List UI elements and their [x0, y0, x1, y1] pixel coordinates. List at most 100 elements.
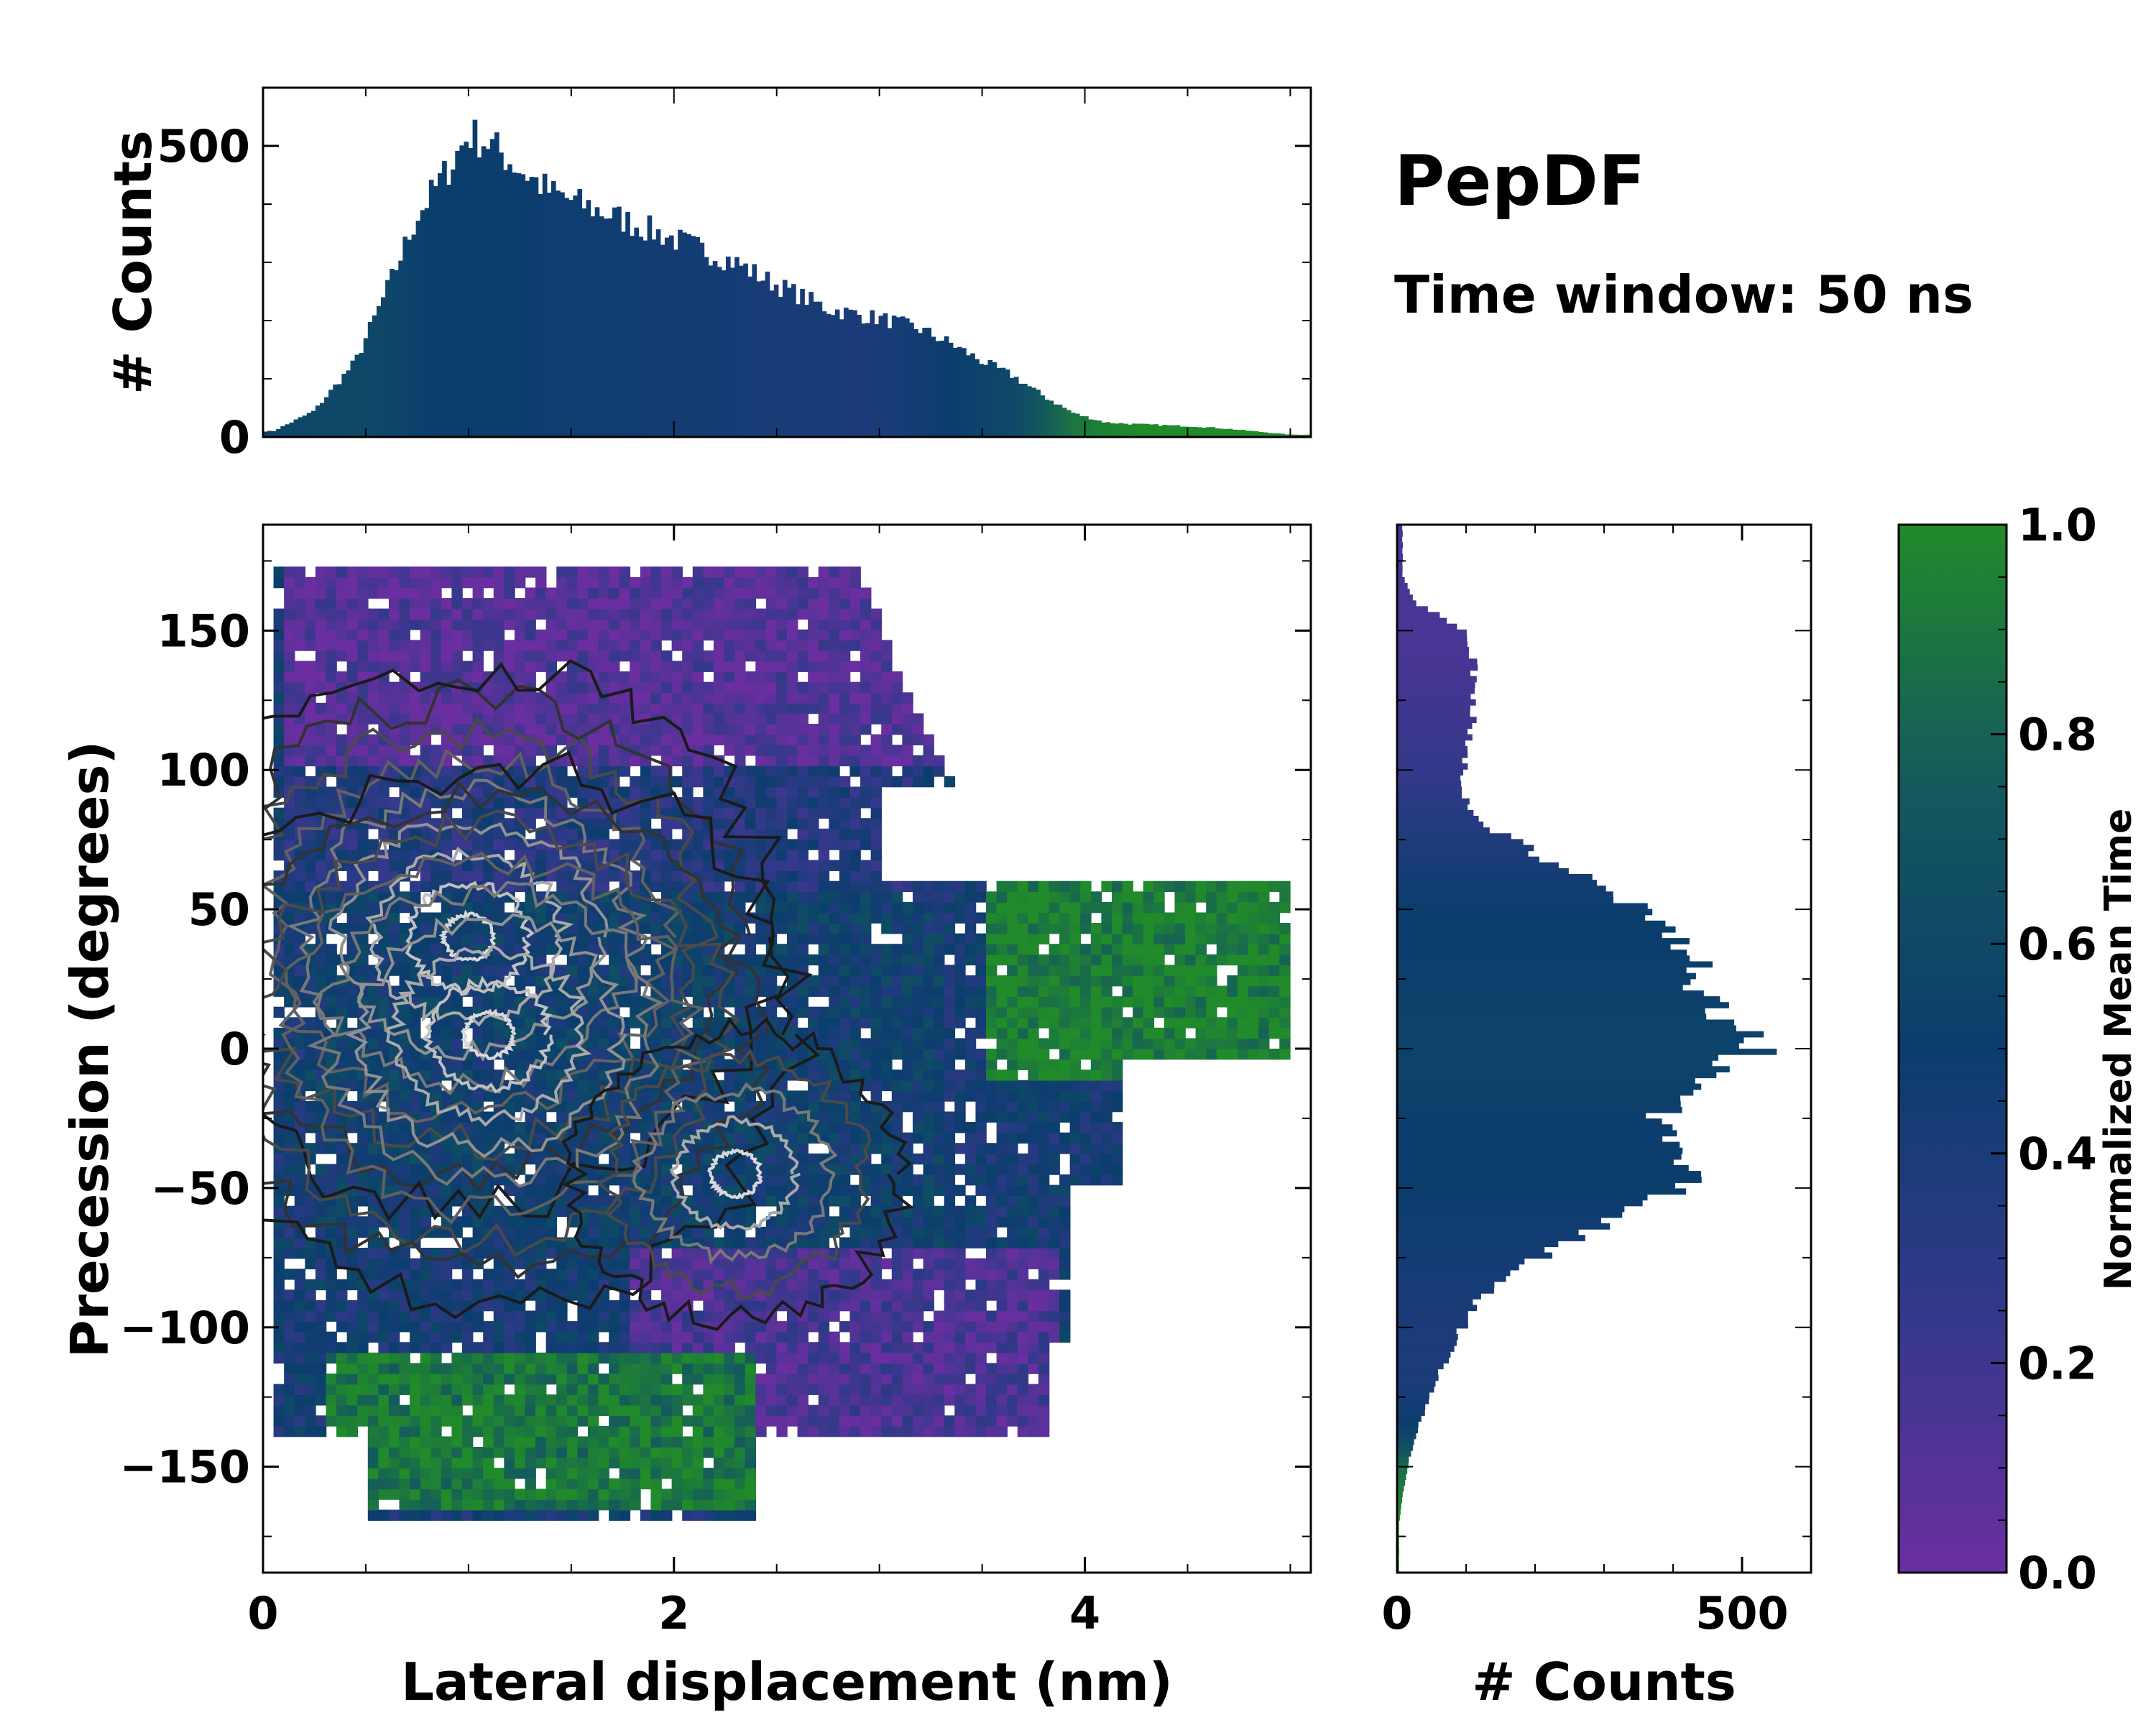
heatmap-cell [661, 880, 673, 893]
heatmap-cell [367, 1499, 379, 1511]
top-ytick-label: 500 [157, 120, 250, 172]
heatmap-cell [388, 1404, 400, 1417]
heatmap-cell [514, 1153, 526, 1165]
heatmap-cell [367, 1436, 379, 1448]
heatmap-cell [797, 587, 808, 599]
heatmap-cell [724, 1226, 735, 1238]
heatmap-cell [640, 692, 652, 704]
heatmap-cell [357, 1342, 369, 1353]
heatmap-cell [682, 1478, 694, 1490]
heatmap-cell [734, 1310, 746, 1322]
heatmap-cell [525, 1425, 536, 1438]
heatmap-cell [420, 1415, 432, 1427]
heatmap-cell [787, 1394, 798, 1406]
heatmap-cell [399, 1258, 410, 1269]
heatmap-cell [535, 1489, 547, 1500]
heatmap-cell [640, 818, 652, 829]
heatmap-cell [682, 891, 694, 903]
heatmap-cell [399, 1321, 410, 1333]
heatmap-cell [284, 724, 295, 735]
heatmap-cell [829, 755, 840, 767]
heatmap-cell [430, 566, 442, 578]
heatmap-cell [577, 576, 589, 589]
heatmap-cell [525, 598, 536, 610]
heatmap-cell [692, 1436, 704, 1448]
heatmap-cell [305, 1258, 316, 1269]
heatmap-cell [504, 619, 515, 630]
heatmap-cell [545, 1184, 558, 1196]
heatmap-cell [745, 880, 757, 893]
heatmap-cell [724, 619, 735, 630]
heatmap-cell [755, 1373, 767, 1385]
heatmap-cell [640, 1310, 652, 1322]
heatmap-cell [713, 1017, 725, 1029]
heatmap-cell [849, 681, 861, 694]
heatmap-cell [420, 1384, 432, 1395]
heatmap-cell [682, 1394, 694, 1406]
heatmap-cell [619, 1499, 631, 1511]
heatmap-cell [284, 1164, 295, 1175]
heatmap-cell [493, 776, 505, 788]
heatmap-cell [284, 944, 295, 955]
heatmap-cell [765, 1404, 778, 1417]
heatmap-cell [609, 745, 620, 756]
heatmap-cell [630, 598, 641, 610]
heatmap-cell [556, 996, 568, 1008]
heatmap-cell [808, 1174, 819, 1186]
heatmap-cell [755, 1352, 767, 1364]
heatmap-cell [755, 755, 767, 767]
heatmap-cell [630, 1363, 641, 1374]
heatmap-cell [399, 1436, 410, 1448]
heatmap-cell [755, 765, 767, 777]
heatmap-cell [326, 681, 337, 694]
heatmap-cell [294, 1100, 306, 1113]
heatmap-cell [462, 975, 474, 987]
heatmap-cell [713, 1352, 725, 1364]
heatmap-cell [797, 1331, 808, 1343]
heatmap-cell [346, 1425, 359, 1438]
heatmap-cell [650, 765, 662, 777]
heatmap-cell [472, 839, 484, 850]
heatmap-cell [504, 576, 515, 589]
heatmap-cell [577, 1509, 589, 1521]
heatmap-cell [462, 1478, 474, 1490]
heatmap-cell [357, 1195, 369, 1207]
heatmap-cell [745, 1352, 757, 1364]
heatmap-cell [797, 776, 808, 788]
heatmap-cell [630, 671, 641, 683]
heatmap-cell [410, 1415, 421, 1427]
heatmap-cell [650, 1509, 662, 1521]
heatmap-cell [598, 702, 609, 714]
heatmap-cell [661, 1279, 673, 1291]
heatmap-cell [441, 828, 453, 840]
heatmap-cell [525, 1436, 536, 1448]
heatmap-cell [818, 724, 830, 735]
heatmap-cell [399, 755, 410, 767]
heatmap-cell [724, 1352, 735, 1364]
heatmap-cell [545, 1352, 558, 1364]
heatmap-cell [326, 619, 337, 630]
heatmap-cell [650, 734, 662, 745]
heatmap-cell [525, 619, 536, 630]
heatmap-cell [315, 975, 327, 987]
heatmap-cell [399, 1425, 410, 1438]
heatmap-cell [388, 640, 400, 651]
heatmap-cell [776, 640, 788, 651]
heatmap-cell [630, 576, 641, 589]
heatmap-cell [776, 1289, 788, 1301]
heatmap-cell [787, 755, 798, 767]
heatmap-cell [410, 891, 421, 903]
heatmap-cell [315, 1248, 327, 1259]
top-histogram-bar [1061, 408, 1067, 437]
heatmap-cell [640, 1352, 652, 1364]
heatmap-cell [692, 849, 704, 861]
heatmap-cell [430, 1184, 442, 1196]
heatmap-cell [849, 797, 861, 809]
top-histogram-bar [367, 321, 373, 437]
heatmap-cell [703, 650, 714, 662]
heatmap-cell [525, 1080, 536, 1092]
heatmap-cell [829, 1425, 840, 1438]
heatmap-cell [797, 1090, 808, 1102]
heatmap-cell [577, 598, 589, 610]
heatmap-cell [577, 1321, 589, 1333]
